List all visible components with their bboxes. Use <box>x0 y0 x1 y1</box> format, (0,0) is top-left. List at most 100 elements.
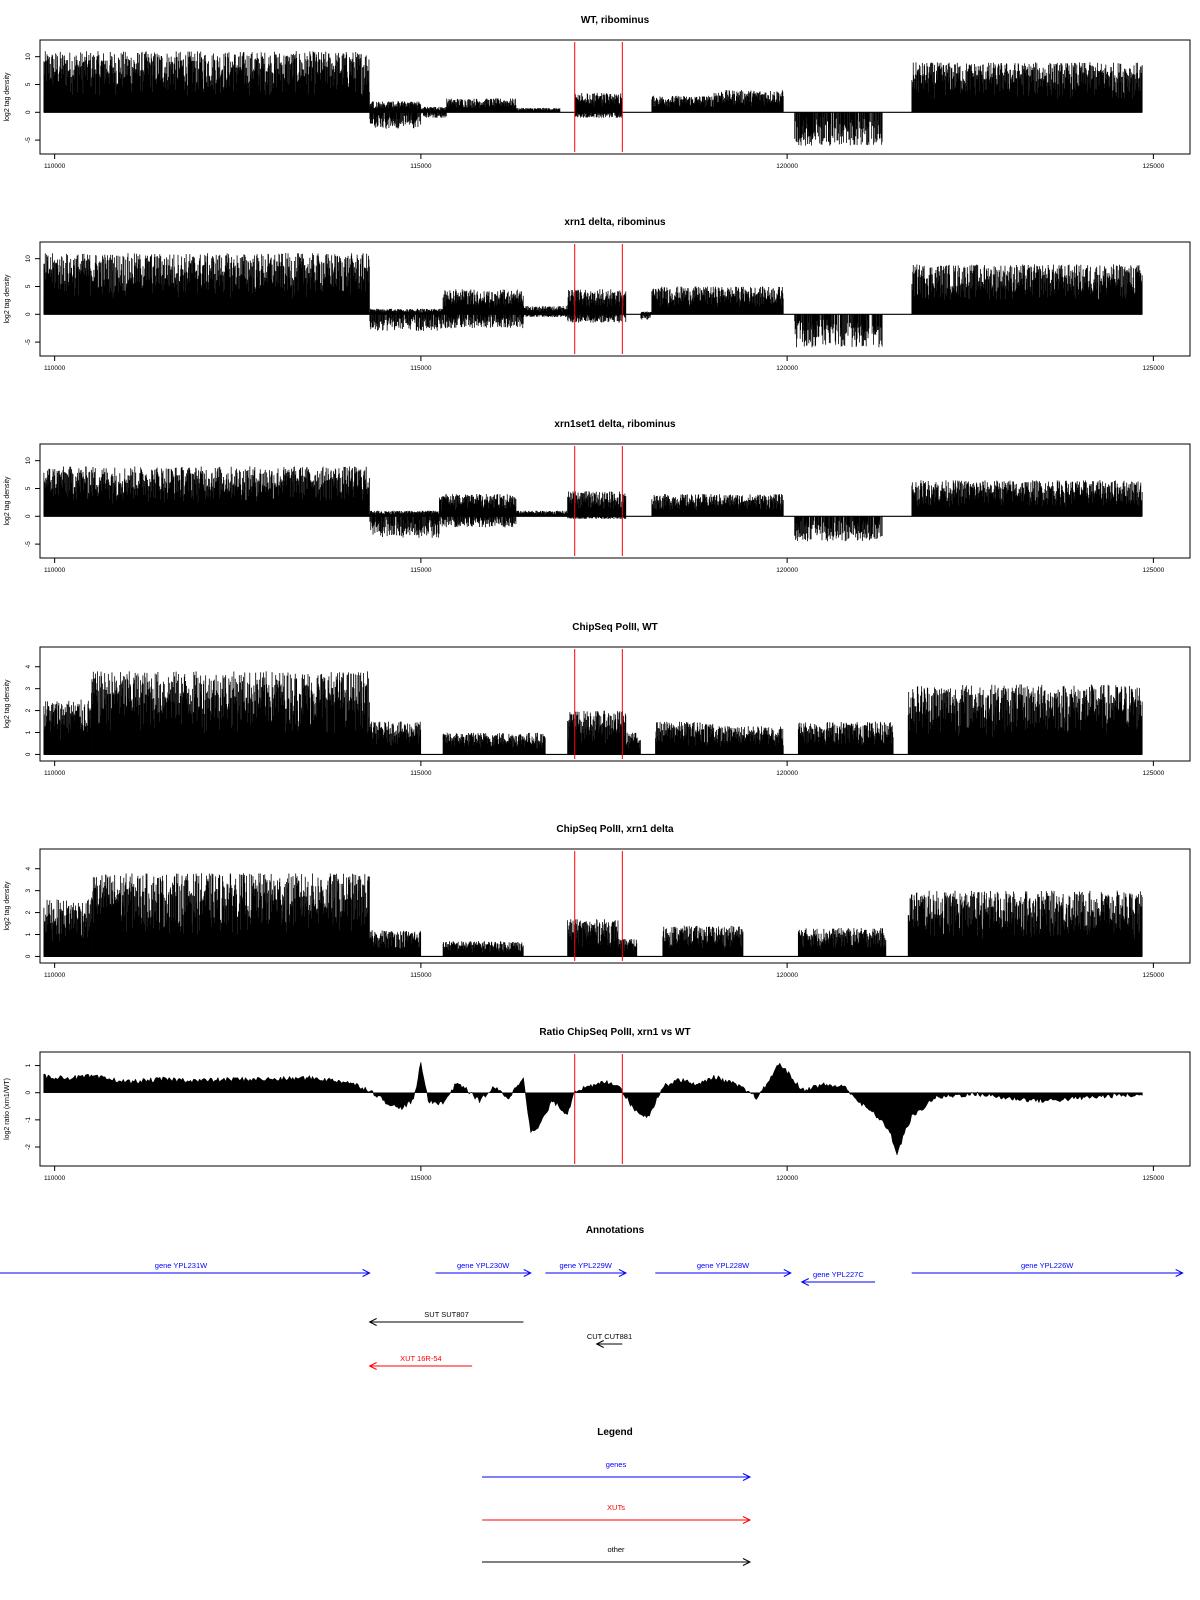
y-tick-label: 1 <box>25 1063 32 1067</box>
density-segment <box>515 107 561 113</box>
annotation-label: gene YPL229W <box>559 1261 612 1270</box>
y-tick-label: 10 <box>25 53 32 61</box>
annotation-label: gene YPL230W <box>457 1261 510 1270</box>
y-axis-label: log2 tag density <box>4 679 11 729</box>
x-tick-label: 125000 <box>1143 567 1165 574</box>
y-tick-label: -5 <box>25 137 32 143</box>
x-tick-label: 115000 <box>410 567 432 574</box>
density-segment <box>515 510 568 517</box>
density-segment <box>442 289 524 329</box>
x-tick-label: 110000 <box>44 163 66 170</box>
signal-track <box>43 873 1143 958</box>
density-segment <box>369 101 422 129</box>
density-segment <box>794 112 883 146</box>
y-tick-label: -5 <box>25 339 32 345</box>
panel-title: xrn1set1 delta, ribominus <box>554 419 676 430</box>
x-tick-label: 115000 <box>410 770 432 777</box>
panel-3: xrn1set1 delta, ribominus log2 tag densit… <box>4 419 1191 574</box>
y-tick-label: 3 <box>25 686 32 690</box>
x-tick-label: 120000 <box>776 1175 798 1182</box>
panel-title: xrn1 delta, ribominus <box>564 217 666 228</box>
density-segment <box>43 51 370 113</box>
annotation-gene: gene YPL226W <box>911 1261 1184 1277</box>
y-tick-label: 0 <box>25 954 32 958</box>
panel-1: WT, ribominus log2 tag density 110000 11500… <box>4 15 1191 170</box>
legend-label: XUTs <box>607 1503 625 1512</box>
y-tick-label: 0 <box>25 110 32 114</box>
y-tick-label: 0 <box>25 312 32 316</box>
density-segment <box>446 98 517 113</box>
x-tick-label: 110000 <box>44 770 66 777</box>
annotations-panel: Annotations gene YPL231W gene YPL230W gene … <box>0 1225 1184 1370</box>
y-tick-label: 1 <box>25 932 32 936</box>
x-tick-label: 120000 <box>776 567 798 574</box>
y-tick-label: -5 <box>25 541 32 547</box>
arrow-icon <box>595 1340 623 1348</box>
annotation-gene: gene YPL231W <box>0 1261 371 1277</box>
density-segment <box>662 925 744 957</box>
y-tick-label: 4 <box>25 665 32 669</box>
density-segment <box>907 890 1143 957</box>
annotation-xut: XUT 16R-54 <box>368 1354 473 1370</box>
legend-title: Legend <box>597 1427 633 1438</box>
y-axis-label: log2 tag density <box>4 72 11 122</box>
arrow-icon <box>911 1269 1184 1277</box>
x-tick-label: 125000 <box>1143 972 1165 979</box>
density-segment <box>794 516 883 542</box>
arrow-icon <box>435 1269 532 1277</box>
density-segment <box>369 510 440 538</box>
density-segment <box>625 732 641 755</box>
y-tick-label: 10 <box>25 457 32 465</box>
arrow-icon <box>482 1558 752 1566</box>
annotation-label: XUT 16R-54 <box>400 1354 442 1363</box>
annotation-label: SUT SUT807 <box>424 1310 468 1319</box>
density-segment <box>713 90 784 113</box>
density-segment <box>567 491 627 520</box>
x-tick-label: 115000 <box>410 365 432 372</box>
signal-track <box>43 51 1143 146</box>
y-tick-label: 0 <box>25 752 32 756</box>
y-axis-label: log2 ratio (xrn1/WT) <box>4 1078 11 1140</box>
density-segment <box>907 684 1143 755</box>
x-tick-label: 110000 <box>44 365 66 372</box>
density-segment <box>651 95 715 113</box>
legend-item-xut: XUTs <box>482 1503 752 1524</box>
x-tick-label: 120000 <box>776 770 798 777</box>
density-segment <box>442 732 546 755</box>
density-segment <box>523 305 568 318</box>
x-tick-label: 110000 <box>44 567 66 574</box>
density-segment <box>442 941 524 957</box>
y-tick-label: 5 <box>25 486 32 490</box>
legend-item-other: other <box>482 1545 752 1566</box>
panel-4: ChipSeq PolII, WT log2 tag density 110000 1… <box>4 622 1191 777</box>
legend-label: other <box>607 1545 625 1554</box>
annotation-gene: gene YPL229W <box>545 1261 628 1277</box>
annotation-gene: gene YPL228W <box>655 1261 792 1277</box>
x-tick-label: 120000 <box>776 972 798 979</box>
x-tick-label: 125000 <box>1143 770 1165 777</box>
annotation-label: CUT CUT881 <box>587 1332 632 1341</box>
density-segment <box>655 721 715 755</box>
annotation-gene: gene YPL230W <box>435 1261 532 1277</box>
annotations-title: Annotations <box>586 1225 645 1236</box>
annotation-label: gene YPL226W <box>1021 1261 1074 1270</box>
arrow-icon <box>482 1516 752 1524</box>
density-segment <box>369 930 422 957</box>
y-axis-label: log2 tag density <box>4 274 11 324</box>
y-tick-label: -1 <box>25 1117 32 1123</box>
x-tick-label: 120000 <box>776 163 798 170</box>
density-segment <box>797 927 887 957</box>
panel-title: Ratio ChipSeq PolII, xrn1 vs WT <box>539 1027 690 1038</box>
density-segment <box>574 92 623 118</box>
x-tick-label: 110000 <box>44 1175 66 1182</box>
arrow-icon <box>655 1269 792 1277</box>
y-tick-label: 3 <box>25 888 32 892</box>
panel-title: ChipSeq PolII, xrn1 delta <box>556 824 674 835</box>
legend: Legend genes XUTs other <box>482 1427 752 1566</box>
density-segment <box>567 289 627 323</box>
x-tick-label: 125000 <box>1143 1175 1165 1182</box>
density-segment <box>369 721 422 755</box>
y-tick-label: 2 <box>25 708 32 712</box>
x-tick-label: 120000 <box>776 365 798 372</box>
